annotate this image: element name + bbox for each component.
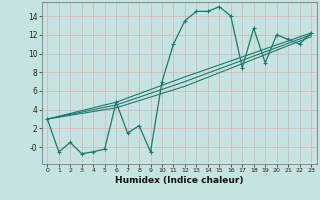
X-axis label: Humidex (Indice chaleur): Humidex (Indice chaleur) <box>115 176 244 185</box>
